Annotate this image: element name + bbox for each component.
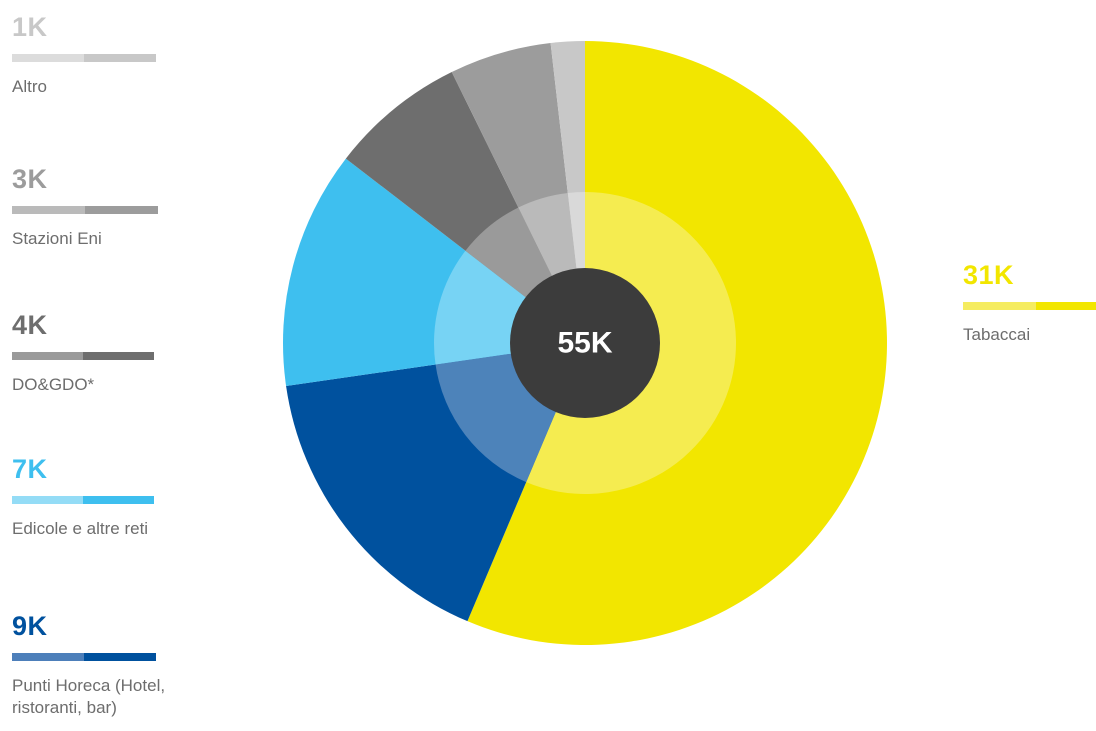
legend-item-horeca: 9K Punti Horeca (Hotel, ristoranti, bar) — [12, 611, 232, 719]
legend-swatch-tabaccai — [963, 302, 1096, 310]
legend-value-do-gdo: 4K — [12, 310, 48, 340]
legend-label-stazioni-eni: Stazioni Eni — [12, 229, 102, 248]
legend-label-horeca: Punti Horeca (Hotel, ristoranti, bar) — [12, 676, 166, 717]
legend-swatch-horeca — [12, 653, 156, 661]
legend-value-tabaccai: 31K — [963, 260, 1015, 290]
legend-item-altro: 1K Altro — [12, 12, 272, 98]
legend-item-stazioni-eni: 3K Stazioni Eni — [12, 164, 272, 250]
legend-value-horeca: 9K — [12, 611, 48, 641]
legend-item-do-gdo: 4K DO&GDO* — [12, 310, 272, 396]
legend-swatch-do-gdo — [12, 352, 154, 360]
legend-item-edicole: 7K Edicole e altre reti — [12, 454, 272, 540]
legend-swatch-edicole — [12, 496, 154, 504]
legend-label-altro: Altro — [12, 77, 47, 96]
legend-label-edicole: Edicole e altre reti — [12, 519, 149, 538]
legend-item-tabaccai: 31K Tabaccai — [963, 260, 1096, 346]
legend-value-stazioni-eni: 3K — [12, 164, 48, 194]
legend-swatch-stazioni-eni — [12, 206, 158, 214]
center-disc — [510, 268, 660, 418]
legend-value-edicole: 7K — [12, 454, 48, 484]
legend-value-altro: 1K — [12, 12, 48, 42]
center-total-label: 55K — [557, 327, 612, 360]
legend-label-do-gdo: DO&GDO* — [12, 375, 95, 394]
legend-swatch-altro — [12, 54, 156, 62]
legend-label-tabaccai: Tabaccai — [963, 325, 1031, 344]
